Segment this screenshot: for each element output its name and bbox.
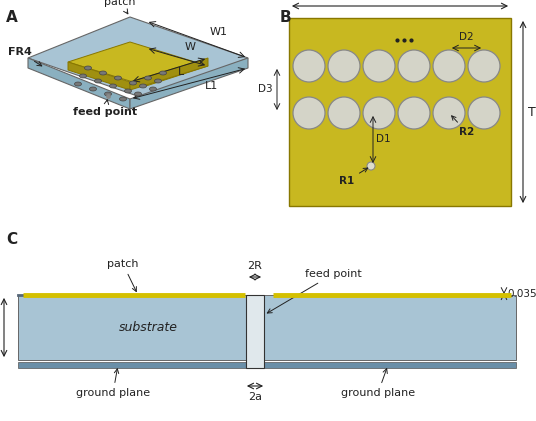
Polygon shape	[68, 42, 208, 86]
Bar	[289, 18, 511, 206]
Text: substrate: substrate	[118, 321, 177, 334]
Ellipse shape	[100, 71, 107, 75]
Text: 2R: 2R	[248, 261, 263, 271]
Text: feed point: feed point	[73, 100, 137, 117]
Ellipse shape	[120, 97, 126, 101]
Ellipse shape	[75, 82, 81, 86]
Text: T: T	[528, 106, 536, 118]
Ellipse shape	[79, 74, 86, 78]
Ellipse shape	[85, 66, 92, 70]
Ellipse shape	[328, 50, 360, 82]
Ellipse shape	[398, 50, 430, 82]
Ellipse shape	[293, 50, 325, 82]
Text: 2a: 2a	[248, 392, 262, 402]
Text: patch: patch	[104, 0, 136, 14]
Text: C: C	[6, 232, 17, 247]
Text: 0.035mm: 0.035mm	[507, 289, 536, 299]
Text: B: B	[280, 10, 292, 25]
Text: D2: D2	[459, 32, 474, 42]
Text: L1: L1	[205, 81, 218, 91]
Text: D3: D3	[258, 85, 273, 94]
Ellipse shape	[139, 84, 146, 88]
Text: patch: patch	[107, 259, 139, 291]
Text: W1: W1	[210, 27, 228, 37]
Text: feed point: feed point	[267, 269, 362, 313]
Text: D1: D1	[376, 134, 391, 144]
Bar	[18, 362, 516, 368]
Text: A: A	[6, 10, 18, 25]
Text: W: W	[185, 42, 196, 52]
Ellipse shape	[468, 50, 500, 82]
Ellipse shape	[293, 97, 325, 129]
Text: R1: R1	[339, 168, 368, 186]
Ellipse shape	[367, 162, 375, 170]
Bar	[18, 295, 516, 360]
Ellipse shape	[160, 71, 167, 75]
Polygon shape	[130, 58, 248, 109]
Ellipse shape	[105, 92, 111, 96]
Ellipse shape	[130, 81, 137, 85]
Ellipse shape	[150, 87, 157, 91]
Ellipse shape	[109, 84, 116, 88]
Ellipse shape	[398, 97, 430, 129]
Ellipse shape	[90, 87, 96, 91]
Text: ground plane: ground plane	[341, 369, 415, 398]
Text: ground plane: ground plane	[76, 369, 150, 398]
Text: R2: R2	[452, 116, 474, 137]
Text: L: L	[178, 67, 184, 77]
Polygon shape	[28, 17, 248, 99]
Polygon shape	[28, 58, 130, 109]
Text: FR4: FR4	[8, 47, 42, 66]
Polygon shape	[68, 62, 130, 90]
Ellipse shape	[363, 97, 395, 129]
Ellipse shape	[135, 92, 142, 96]
Ellipse shape	[433, 50, 465, 82]
Ellipse shape	[433, 97, 465, 129]
Ellipse shape	[363, 50, 395, 82]
Ellipse shape	[154, 79, 161, 83]
Ellipse shape	[124, 89, 131, 93]
Ellipse shape	[468, 97, 500, 129]
Polygon shape	[130, 58, 208, 90]
Ellipse shape	[328, 97, 360, 129]
Ellipse shape	[115, 76, 122, 80]
Ellipse shape	[94, 79, 101, 83]
Ellipse shape	[145, 76, 152, 80]
Bar	[246, 295, 264, 368]
